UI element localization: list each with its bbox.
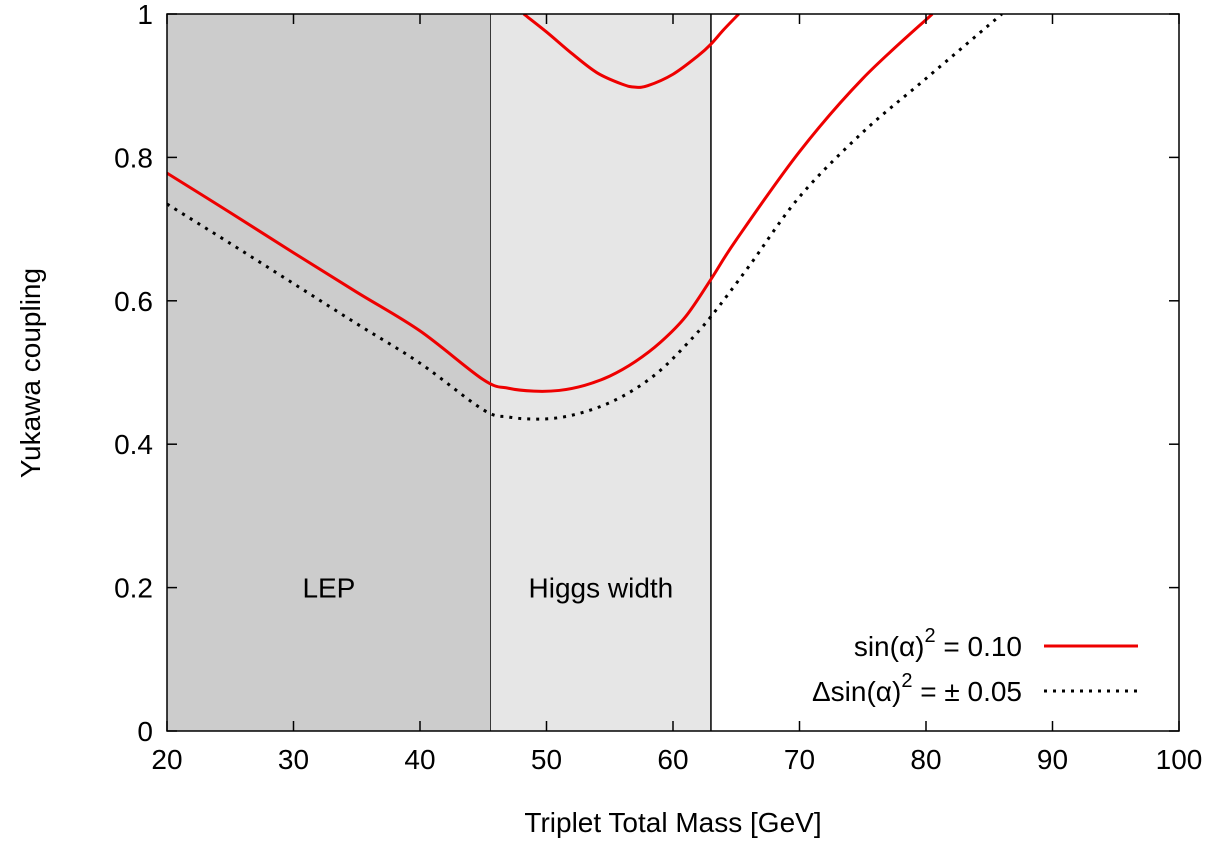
x-tick-label: 80 (910, 744, 941, 775)
x-tick-label: 50 (531, 744, 562, 775)
x-tick-label: 90 (1037, 744, 1068, 775)
x-tick-label: 20 (151, 744, 182, 775)
legend-entry-1-label: sin(α)2 = 0.10 (854, 625, 1022, 662)
y-tick-label: 0.4 (114, 429, 153, 460)
x-axis-label: Triplet Total Mass [GeV] (524, 807, 821, 838)
x-tick-label: 100 (1156, 744, 1203, 775)
region-lep (167, 14, 491, 731)
shaded-regions (167, 14, 712, 731)
region-label-lep: LEP (302, 573, 355, 604)
y-axis-label: Yukawa coupling (15, 268, 46, 478)
legend-text-tail: = ± 0.05 (912, 676, 1022, 707)
legend-entry-2-label: Δsin(α)2 = ± 0.05 (812, 670, 1022, 707)
x-tick-label: 70 (784, 744, 815, 775)
legend-text-sup: 2 (924, 625, 935, 647)
legend-text-sup: 2 (901, 670, 912, 692)
region-labels: LEP Higgs width (302, 573, 673, 604)
series-line-2 (522, 14, 740, 89)
x-tick-label: 40 (404, 744, 435, 775)
y-tick-label: 0.2 (114, 573, 153, 604)
series-lines (167, 14, 1003, 421)
y-tick-label: 0.6 (114, 286, 153, 317)
x-tick-label: 30 (278, 744, 309, 775)
legend-text-main: sin(α) (854, 631, 925, 662)
y-tick-label: 0 (137, 716, 153, 747)
y-tick-label: 0.8 (114, 142, 153, 173)
series-line-1 (167, 14, 934, 393)
region-label-higgs-width: Higgs width (529, 573, 674, 604)
region-higgs-width (490, 14, 711, 731)
series-line-3 (167, 14, 1003, 421)
legend-text-tail: = 0.10 (936, 631, 1022, 662)
legend-text-main: Δsin(α) (812, 676, 901, 707)
axis-ticks: 20 30 40 50 60 70 80 90 100 0 0.2 0.4 0.6 0.8 1 (114, 0, 1202, 775)
y-tick-label: 1 (137, 0, 153, 30)
x-tick-label: 60 (657, 744, 688, 775)
